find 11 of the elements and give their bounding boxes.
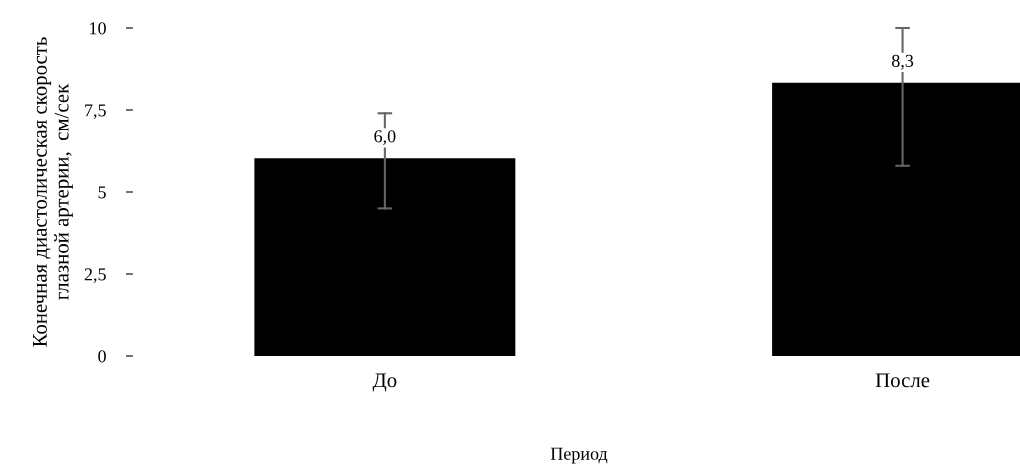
y-tick-label: 7,5 [85, 104, 106, 120]
y-tick-label: 10 [90, 22, 106, 35]
y-tick-label: 0 [98, 350, 106, 363]
data-label: 8,3 [891, 54, 914, 70]
x-axis-title: Период [550, 447, 608, 464]
data-label: 6,0 [374, 130, 396, 146]
y-axis-title: Конечная диастолическая скорость глазной артерии, см/сек [33, 37, 73, 347]
x-tick-label: После [875, 373, 930, 388]
y-tick-label: 5 [98, 186, 106, 199]
x-tick-label: До [372, 373, 397, 392]
y-tick-label: 2,5 [84, 268, 106, 284]
